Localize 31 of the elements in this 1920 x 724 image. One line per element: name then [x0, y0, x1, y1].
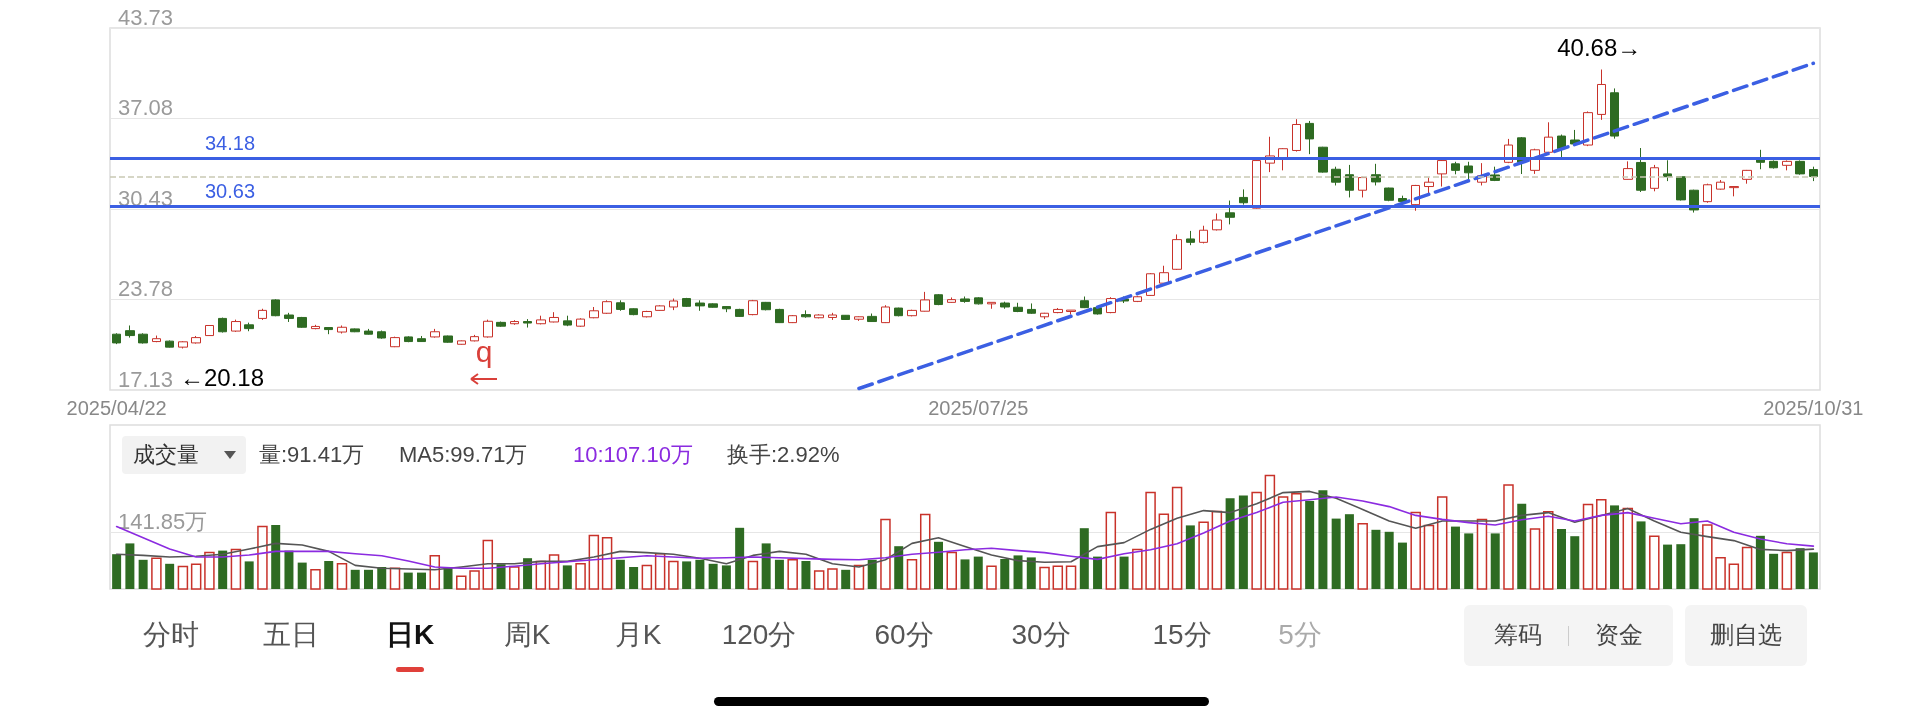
- annotation: ←20.18: [180, 364, 265, 391]
- text: 30分: [1011, 619, 1071, 650]
- ref-line-label: 34.18: [205, 131, 256, 154]
- annotation: 换手:2.92%: [727, 442, 840, 467]
- text: 资金: [1595, 621, 1643, 648]
- annotation: 10:107.10万: [573, 442, 693, 467]
- text: 删自选: [1710, 621, 1782, 648]
- annotation: 成交量: [133, 442, 199, 467]
- text: 5分: [1278, 619, 1322, 650]
- y-tick-label: 23.78: [118, 276, 174, 301]
- y-tick-label: 43.73: [118, 4, 174, 30]
- text: 筹码: [1494, 621, 1542, 648]
- annotation: 量:91.41万: [259, 442, 365, 467]
- text: 15分: [1152, 619, 1212, 650]
- text: 五日: [263, 619, 319, 650]
- text: 日K: [385, 619, 435, 650]
- text: 60分: [874, 619, 934, 650]
- text: 分时: [143, 619, 199, 650]
- annotation: q: [475, 335, 493, 368]
- y-tick-label: 37.08: [118, 95, 174, 120]
- y-tick-label: 17.13: [118, 366, 174, 392]
- text: 月K: [614, 619, 662, 650]
- y-tick-label: 141.85万: [118, 508, 208, 534]
- text: 周K: [503, 619, 551, 650]
- x-tick-label: 2025/04/22: [66, 397, 167, 419]
- annotation: 40.68→: [1557, 34, 1642, 62]
- annotation: MA5:99.71万: [399, 442, 528, 467]
- ref-line-label: 30.63: [205, 180, 256, 203]
- x-tick-label: 2025/07/25: [928, 397, 1029, 419]
- text: 120分: [721, 619, 797, 650]
- x-tick-label: 2025/10/31: [1763, 397, 1864, 419]
